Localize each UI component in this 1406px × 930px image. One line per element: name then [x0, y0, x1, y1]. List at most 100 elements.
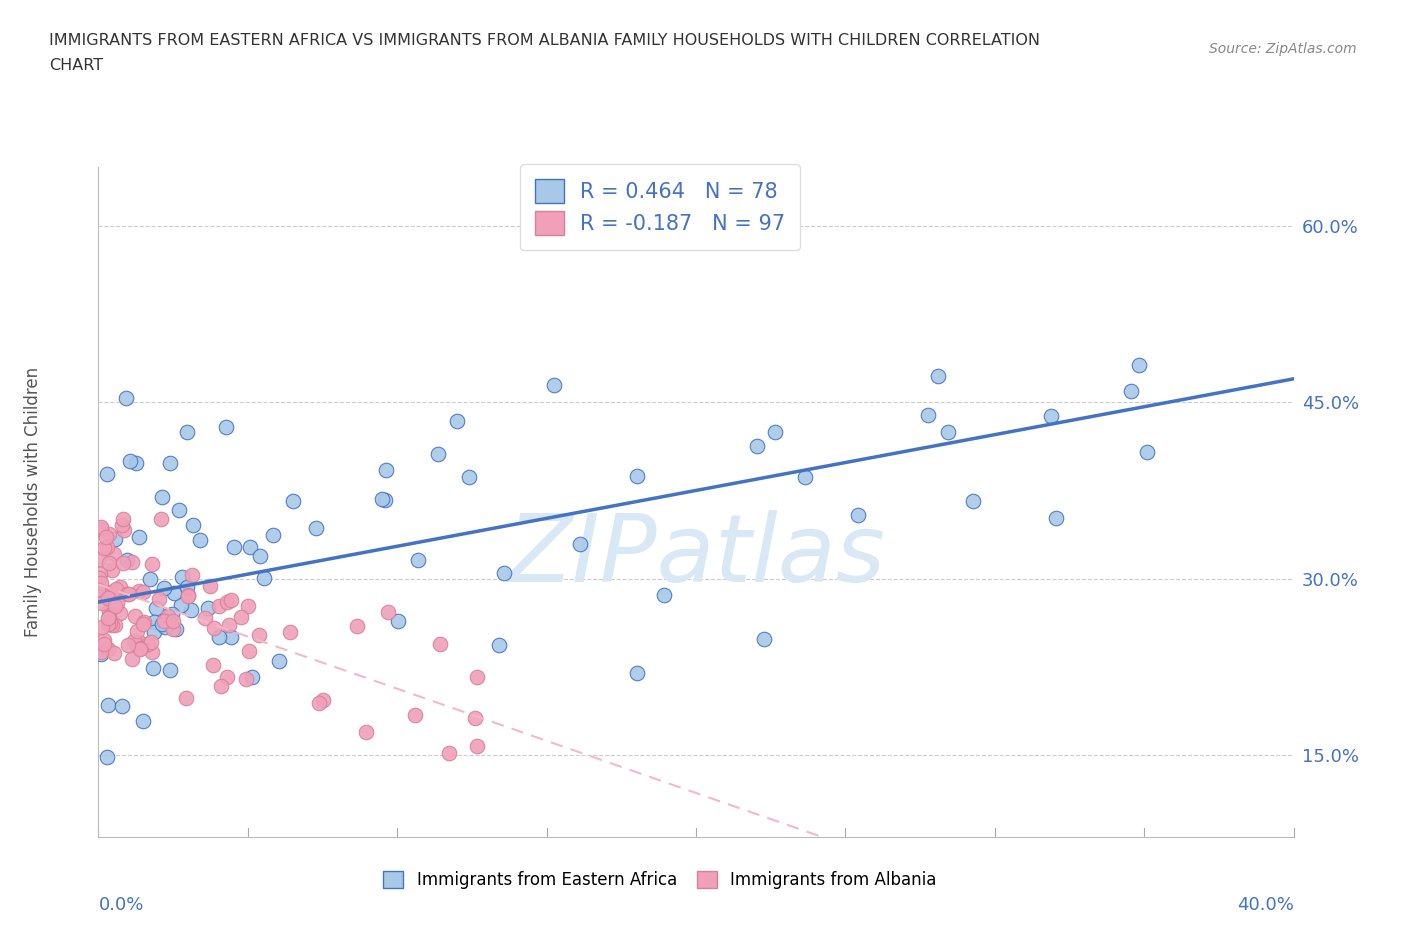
- Point: [128, 634, 150, 649]
- Point: [112, 522, 135, 537]
- Point: [142, 625, 165, 640]
- Legend: Immigrants from Eastern Africa, Immigrants from Albania: Immigrants from Eastern Africa, Immigran…: [377, 864, 943, 896]
- Point: [308, 696, 330, 711]
- Point: [194, 610, 217, 625]
- Point: [249, 549, 271, 564]
- Point: [97, 698, 120, 713]
- Point: [174, 690, 197, 705]
- Point: [346, 618, 368, 633]
- Point: [167, 503, 190, 518]
- Point: [97, 617, 120, 631]
- Point: [125, 455, 148, 470]
- Point: [162, 614, 184, 629]
- Point: [464, 711, 486, 725]
- Point: [752, 631, 775, 646]
- Point: [177, 588, 200, 603]
- Point: [124, 608, 146, 623]
- Point: [165, 622, 187, 637]
- Point: [543, 378, 565, 392]
- Point: [927, 369, 949, 384]
- Point: [141, 635, 163, 650]
- Point: [108, 605, 131, 620]
- Point: [218, 618, 240, 633]
- Point: [374, 493, 396, 508]
- Point: [215, 670, 238, 684]
- Point: [101, 618, 124, 632]
- Point: [846, 507, 869, 522]
- Point: [437, 746, 460, 761]
- Point: [1045, 511, 1067, 525]
- Point: [128, 529, 150, 544]
- Point: [159, 456, 181, 471]
- Point: [89, 566, 111, 581]
- Point: [160, 606, 183, 621]
- Point: [763, 425, 786, 440]
- Point: [90, 644, 112, 659]
- Point: [105, 596, 128, 611]
- Point: [100, 585, 122, 600]
- Point: [90, 519, 112, 534]
- Point: [626, 666, 648, 681]
- Point: [177, 589, 200, 604]
- Point: [104, 532, 127, 547]
- Text: 0.0%: 0.0%: [98, 896, 143, 914]
- Point: [240, 670, 263, 684]
- Point: [465, 738, 488, 753]
- Point: [97, 610, 120, 625]
- Text: Family Households with Children: Family Households with Children: [24, 367, 42, 637]
- Point: [745, 439, 768, 454]
- Point: [91, 619, 114, 634]
- Point: [217, 594, 239, 609]
- Point: [122, 633, 145, 648]
- Point: [238, 644, 260, 658]
- Point: [90, 646, 112, 661]
- Point: [626, 469, 648, 484]
- Point: [917, 408, 939, 423]
- Point: [219, 592, 242, 607]
- Point: [152, 617, 174, 631]
- Point: [93, 632, 115, 647]
- Point: [180, 568, 202, 583]
- Point: [103, 547, 125, 562]
- Point: [125, 638, 148, 653]
- Point: [229, 609, 252, 624]
- Point: [132, 713, 155, 728]
- Point: [87, 582, 110, 597]
- Point: [93, 540, 115, 555]
- Text: IMMIGRANTS FROM EASTERN AFRICA VS IMMIGRANTS FROM ALBANIA FAMILY HOUSEHOLDS WITH: IMMIGRANTS FROM EASTERN AFRICA VS IMMIGR…: [49, 33, 1040, 47]
- Point: [219, 630, 242, 644]
- Point: [98, 526, 121, 541]
- Point: [90, 575, 112, 590]
- Point: [129, 640, 152, 655]
- Point: [215, 419, 238, 434]
- Point: [117, 638, 139, 653]
- Point: [253, 570, 276, 585]
- Point: [128, 583, 150, 598]
- Point: [204, 621, 226, 636]
- Point: [176, 579, 198, 594]
- Point: [111, 556, 134, 571]
- Point: [377, 604, 399, 619]
- Point: [136, 637, 159, 652]
- Point: [224, 540, 246, 555]
- Point: [197, 601, 219, 616]
- Point: [408, 552, 430, 567]
- Point: [162, 621, 184, 636]
- Point: [962, 494, 984, 509]
- Point: [97, 591, 120, 605]
- Point: [112, 512, 135, 526]
- Text: ZIPatlas: ZIPatlas: [508, 511, 884, 602]
- Point: [96, 466, 118, 481]
- Text: CHART: CHART: [49, 58, 103, 73]
- Point: [89, 576, 111, 591]
- Point: [370, 492, 392, 507]
- Point: [143, 615, 166, 630]
- Point: [198, 578, 221, 593]
- Point: [145, 601, 167, 616]
- Point: [1128, 357, 1150, 372]
- Point: [97, 555, 120, 570]
- Point: [1136, 445, 1159, 459]
- Point: [111, 517, 134, 532]
- Point: [103, 645, 125, 660]
- Point: [110, 579, 132, 594]
